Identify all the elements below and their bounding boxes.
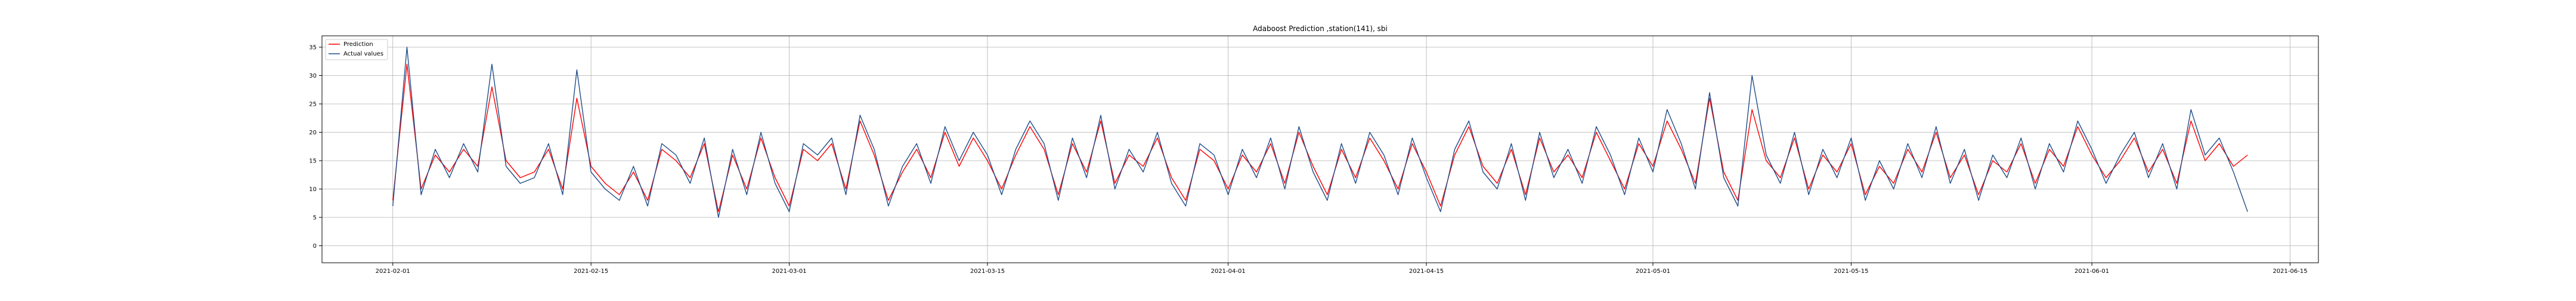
- x-tick-label: 2021-06-15: [2272, 268, 2307, 275]
- x-tick-label: 2021-06-01: [2075, 268, 2109, 275]
- y-tick-label: 20: [309, 130, 317, 136]
- series-line-actual-values: [392, 47, 2248, 218]
- legend-label-prediction: Prediction: [343, 41, 373, 48]
- y-tick-label: 25: [309, 102, 317, 108]
- y-tick-label: 0: [313, 243, 317, 250]
- x-axis: 2021-02-01 2021-02-15 2021-03-01 2021-03-15…: [376, 263, 2308, 275]
- x-tick-label: 2021-05-01: [1636, 268, 1670, 275]
- legend: Prediction Actual values: [325, 39, 388, 60]
- y-tick-label: 35: [309, 45, 317, 51]
- y-tick-label: 10: [309, 186, 317, 193]
- y-tick-label: 5: [313, 215, 317, 222]
- x-tick-label: 2021-05-15: [1834, 268, 1868, 275]
- series-line-prediction: [392, 63, 2248, 213]
- plot-frame: [321, 35, 2319, 263]
- series-layer: [392, 47, 2248, 218]
- x-tick-label: 2021-03-15: [970, 268, 1005, 275]
- x-tick-label: 2021-04-15: [1409, 268, 1444, 275]
- chart-title: Adaboost Prediction ,station(141), sbi: [1253, 24, 1388, 33]
- grid: [322, 36, 2318, 263]
- x-tick-label: 2021-02-15: [574, 268, 608, 275]
- x-tick-label: 2021-04-01: [1211, 268, 1246, 275]
- y-tick-label: 30: [309, 73, 317, 79]
- x-tick-label: 2021-02-01: [376, 268, 410, 275]
- y-axis: 0 5 10 15 20 25 30 35: [309, 45, 322, 250]
- y-tick-label: 15: [309, 158, 317, 165]
- legend-box: [325, 39, 388, 60]
- legend-label-actual: Actual values: [343, 51, 383, 57]
- x-tick-label: 2021-03-01: [772, 268, 807, 275]
